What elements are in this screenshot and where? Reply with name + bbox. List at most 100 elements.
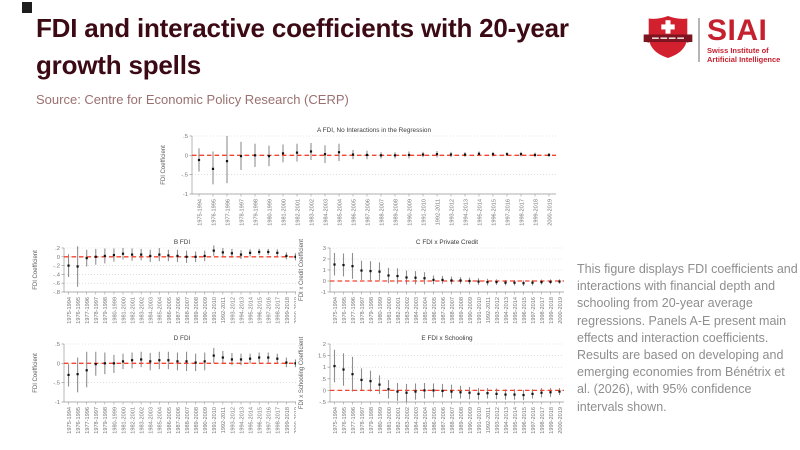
svg-text:1984-2003: 1984-2003 <box>323 199 329 226</box>
svg-text:1987-2006: 1987-2006 <box>441 297 447 324</box>
swiss-shield-icon <box>642 12 694 67</box>
page-title-line2: growth spells <box>36 50 201 80</box>
svg-text:1978-1997: 1978-1997 <box>360 407 366 434</box>
svg-text:1998-2017: 1998-2017 <box>540 297 546 324</box>
svg-text:1997-2016: 1997-2016 <box>267 407 273 434</box>
svg-text:1986-2005: 1986-2005 <box>432 407 438 434</box>
svg-text:C FDI x Private Credit: C FDI x Private Credit <box>416 239 478 246</box>
svg-text:1995-2014: 1995-2014 <box>248 407 254 434</box>
svg-text:.5: .5 <box>321 377 326 383</box>
svg-text:1989-2008: 1989-2008 <box>459 407 465 434</box>
logo-subtitle-line2: Artificial Intelligence <box>707 55 781 64</box>
svg-text:1998-2017: 1998-2017 <box>519 199 525 226</box>
svg-text:-.5: -.5 <box>53 381 60 387</box>
svg-text:1: 1 <box>323 365 326 371</box>
svg-text:1994-2013: 1994-2013 <box>239 297 245 324</box>
svg-text:1997-2016: 1997-2016 <box>531 407 537 434</box>
svg-text:1979-1998: 1979-1998 <box>369 407 375 434</box>
svg-text:1998-2017: 1998-2017 <box>276 297 282 324</box>
svg-text:1992-2011: 1992-2011 <box>221 407 227 433</box>
svg-text:1985-2004: 1985-2004 <box>337 199 343 226</box>
panel-e-fdi-schooling-chart: E FDI x Schooling FDI x Schooling Coeffic… <box>296 332 572 447</box>
svg-text:1991-2010: 1991-2010 <box>477 407 483 434</box>
svg-text:1988-2007: 1988-2007 <box>450 407 456 434</box>
svg-text:1985-2004: 1985-2004 <box>423 297 429 324</box>
svg-text:1987-2006: 1987-2006 <box>441 407 447 434</box>
svg-text:1997-2016: 1997-2016 <box>505 199 511 226</box>
svg-text:1981-2000: 1981-2000 <box>121 297 127 324</box>
svg-text:1980-1999: 1980-1999 <box>112 407 118 434</box>
svg-text:1979-1998: 1979-1998 <box>103 407 109 434</box>
svg-text:1994-2013: 1994-2013 <box>504 407 510 434</box>
svg-text:FDI x Credit Coefficient: FDI x Credit Coefficient <box>299 239 305 301</box>
svg-text:1990-2009: 1990-2009 <box>407 199 413 226</box>
svg-text:1990-2009: 1990-2009 <box>468 297 474 324</box>
panel-c-fdi-private-credit-chart: C FDI x Private Credit FDI x Credit Coeff… <box>296 236 572 337</box>
svg-text:1996-2015: 1996-2015 <box>258 407 264 434</box>
panel-d-fdi-chart: D FDI FDI Coefficient .5 0 -.5 -1 1975-1994 197… <box>30 332 308 447</box>
svg-text:0: 0 <box>57 255 60 261</box>
svg-text:1989-2008: 1989-2008 <box>194 407 200 434</box>
svg-text:1991-2010: 1991-2010 <box>212 297 218 324</box>
svg-text:1978-1997: 1978-1997 <box>94 407 100 434</box>
svg-text:0: 0 <box>323 388 326 394</box>
panel-b-fdi-chart: B FDI FDI Coefficient .2 0 -.2 -.4 -.6 -.8 1975-… <box>30 236 308 337</box>
svg-text:1979-1998: 1979-1998 <box>103 297 109 324</box>
svg-text:1976-1995: 1976-1995 <box>342 297 348 324</box>
svg-text:2: 2 <box>323 342 326 348</box>
svg-text:-1: -1 <box>55 400 60 406</box>
svg-text:1993-2012: 1993-2012 <box>449 199 455 226</box>
svg-text:-1: -1 <box>321 290 326 296</box>
svg-text:1977-1996: 1977-1996 <box>351 407 357 434</box>
svg-text:B FDI: B FDI <box>174 239 191 246</box>
svg-text:1990-2009: 1990-2009 <box>468 407 474 434</box>
logo-subtitle-line1: Swiss Institute of <box>707 46 769 55</box>
svg-text:1984-2003: 1984-2003 <box>414 297 420 324</box>
svg-text:A FDI, No Interactions in the: A FDI, No Interactions in the Regression <box>317 127 431 134</box>
logo-acronym: SIAI <box>707 13 768 47</box>
svg-text:1977-1996: 1977-1996 <box>85 297 91 324</box>
svg-text:E FDI x Schooling: E FDI x Schooling <box>421 335 473 342</box>
svg-text:1981-2000: 1981-2000 <box>387 407 393 434</box>
svg-text:1983-2002: 1983-2002 <box>140 297 146 324</box>
svg-text:1980-1999: 1980-1999 <box>378 407 384 434</box>
siai-logo: SIAI Swiss Institute of Artificial Intel… <box>642 12 780 67</box>
svg-text:1976-1995: 1976-1995 <box>342 407 348 434</box>
svg-text:1980-1999: 1980-1999 <box>267 199 273 226</box>
svg-text:FDI Coefficient: FDI Coefficient <box>33 250 39 290</box>
svg-text:1983-2002: 1983-2002 <box>405 407 411 434</box>
panel-a-fdi-no-interactions-chart: A FDI, No Interactions in the Regression… <box>158 124 564 239</box>
svg-text:1982-2001: 1982-2001 <box>396 297 402 324</box>
svg-text:1986-2005: 1986-2005 <box>167 297 173 324</box>
svg-text:1982-2001: 1982-2001 <box>130 407 136 434</box>
page-title: FDI and interactive coefficients with 20… <box>36 10 569 84</box>
svg-text:1992-2011: 1992-2011 <box>221 297 227 323</box>
svg-text:1982-2001: 1982-2001 <box>396 407 402 434</box>
svg-text:1986-2005: 1986-2005 <box>432 297 438 324</box>
svg-text:1993-2012: 1993-2012 <box>495 407 501 434</box>
svg-text:1988-2007: 1988-2007 <box>450 297 456 324</box>
svg-text:0: 0 <box>57 361 60 367</box>
svg-text:D FDI: D FDI <box>174 335 191 342</box>
svg-text:1981-2000: 1981-2000 <box>281 199 287 226</box>
svg-text:1999-2018: 1999-2018 <box>285 297 291 324</box>
svg-text:FDI x Schooling Coefficient: FDI x Schooling Coefficient <box>299 337 305 410</box>
svg-text:1992-2011: 1992-2011 <box>486 297 492 323</box>
svg-text:1975-1994: 1975-1994 <box>67 297 73 324</box>
svg-text:1980-1999: 1980-1999 <box>378 297 384 324</box>
svg-text:1977-1996: 1977-1996 <box>85 407 91 434</box>
svg-text:1980-1999: 1980-1999 <box>112 297 118 324</box>
svg-text:1988-2007: 1988-2007 <box>185 407 191 434</box>
svg-text:1976-1995: 1976-1995 <box>211 199 217 226</box>
page-title-line1: FDI and interactive coefficients with 20… <box>36 13 569 43</box>
svg-text:2000-2019: 2000-2019 <box>547 199 553 226</box>
svg-text:1992-2011: 1992-2011 <box>486 407 492 433</box>
svg-text:1984-2003: 1984-2003 <box>149 297 155 324</box>
svg-text:FDI Coefficient: FDI Coefficient <box>33 353 39 393</box>
svg-text:1997-2016: 1997-2016 <box>267 297 273 324</box>
svg-text:1989-2008: 1989-2008 <box>194 297 200 324</box>
svg-text:1989-2008: 1989-2008 <box>393 199 399 226</box>
svg-text:1994-2013: 1994-2013 <box>504 297 510 324</box>
svg-text:1998-2017: 1998-2017 <box>540 407 546 434</box>
svg-text:2000-2019: 2000-2019 <box>558 407 564 434</box>
